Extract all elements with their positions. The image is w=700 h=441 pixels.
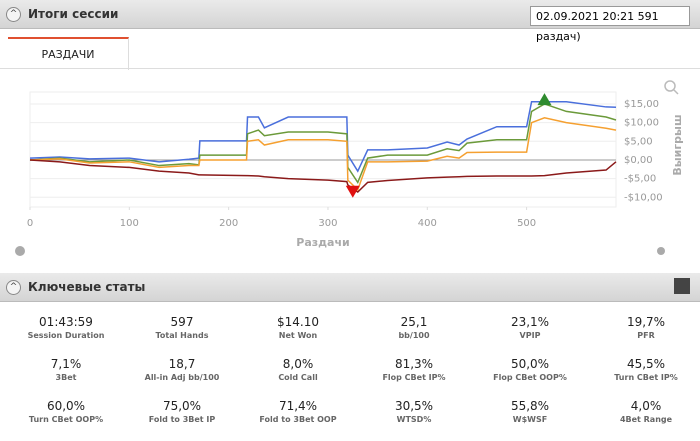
y-tick-label: -$10,00 [624,192,663,203]
stat: 55,8% W$WSF [472,399,588,424]
stat-label: All-in Adj bb/100 [144,373,220,382]
stat-label: Turn CBet OOP% [28,415,104,424]
stat-value: 71,4% [278,399,318,413]
y-tick-label: $5,00 [624,136,653,147]
stat-value: 18,7 [168,357,196,371]
extreme-marker [345,185,360,198]
series-line [29,116,617,192]
y-tick-label: $10,00 [624,118,659,129]
stat: 19,7% PFR [588,315,700,340]
stat-label: Fold to 3Bet OOP [259,415,337,424]
y-tick-label: $15,00 [624,99,659,110]
stat: 30,5% WTSD% [356,399,472,424]
tab-divider [0,68,700,69]
stat: 18,7 All-in Adj bb/100 [124,357,240,382]
x-tick-label: 0 [27,218,33,229]
x-tick-label: 300 [318,218,337,229]
stat: 50,0% Flop CBet OOP% [472,357,588,382]
x-tick-label: 500 [517,218,536,229]
header-title: Итоги сессии [28,7,119,21]
stat-value: 8,0% [282,357,314,371]
stat: 4,0% 4Bet Range [588,399,700,424]
zoom-icon[interactable] [664,80,676,92]
stat-value: 19,7% [626,315,666,329]
stat-label: PFR [637,331,655,340]
plot-area [29,91,617,208]
stat-label: Flop CBet OOP% [493,373,567,382]
x-tick-label: 400 [418,218,437,229]
stat-value: 597 [170,315,194,329]
settings-icon[interactable] [15,246,25,256]
stat: 75,0% Fold to 3Bet IP [124,399,240,424]
stat-label: WTSD% [396,415,432,424]
stat: 60,0% Turn CBet OOP% [8,399,124,424]
stat-label: Session Duration [27,331,105,340]
stat-value: 01:43:59 [39,315,93,329]
stat-value: 25,1 [400,315,428,329]
chart: $15,00 $10,00 $5,00 $0,00 -$5,00 -$10,00 0 100 2… [15,80,684,256]
stats-grid: 01:43:59 Session Duration 597 Total Hands $1… [0,303,700,441]
stat-label: VPIP [519,331,541,340]
stat: 597 Total Hands [124,315,240,340]
stat-label: bb/100 [398,331,430,340]
session-header: ^ Итоги сессии 02.09.2021 20:21 591 разд… [0,0,700,43]
session-select[interactable]: 02.09.2021 20:21 591 раздач) [530,6,690,43]
stat: 23,1% VPIP [472,315,588,340]
collapse-button[interactable]: ^ [6,7,21,22]
stat: 81,3% Flop CBet IP% [356,357,472,382]
stat-value: 81,3% [394,357,434,371]
stat-value: 45,5% [626,357,666,371]
collapse-button[interactable]: ^ [6,280,21,295]
y-axis-title: Выигрыш [671,114,684,175]
stats-header: ^ Ключевые статы [0,273,700,302]
stat-label: Flop CBet IP% [382,373,446,382]
stat: 7,1% 3Bet [8,357,124,382]
stat-label: Cold Call [278,373,318,382]
info-icon[interactable] [657,247,665,255]
stat-value: $14.10 [277,315,319,329]
stat-label: 4Bet Range [619,415,673,424]
stat-label: Total Hands [155,331,209,340]
zoom-icon-handle [673,89,679,95]
stat-label: W$WSF [512,415,548,424]
stat-label: Net Won [278,331,318,340]
stat-value: 23,1% [510,315,550,329]
x-tick-label: 100 [120,218,139,229]
stat-value: 50,0% [510,357,550,371]
stat-label: 3Bet [55,373,77,382]
stat-label: Turn CBet IP% [614,373,678,382]
y-tick-label: $0,00 [624,155,653,166]
stats-title: Ключевые статы [28,280,146,294]
stat-value: 60,0% [46,399,86,413]
stat: 8,0% Cold Call [240,357,356,382]
stat-value: 75,0% [162,399,202,413]
layout-button[interactable] [674,278,690,294]
x-axis-title: Раздачи [296,236,349,249]
stat: 71,4% Fold to 3Bet OOP [240,399,356,424]
series-line [29,159,617,194]
stat: 45,5% Turn CBet IP% [588,357,700,382]
stat: $14.10 Net Won [240,315,356,340]
stat: 25,1 bb/100 [356,315,472,340]
stat-value: 7,1% [50,357,82,371]
stat-label: Fold to 3Bet IP [148,415,216,424]
stat-value: 55,8% [510,399,550,413]
x-tick-label: 200 [219,218,238,229]
stat: 01:43:59 Session Duration [8,315,124,340]
stat-value: 30,5% [394,399,434,413]
extreme-marker [537,93,552,106]
y-tick-label: -$5,00 [624,174,656,185]
tab[interactable]: РАЗДАЧИ [8,37,129,70]
stat-value: 4,0% [630,399,662,413]
